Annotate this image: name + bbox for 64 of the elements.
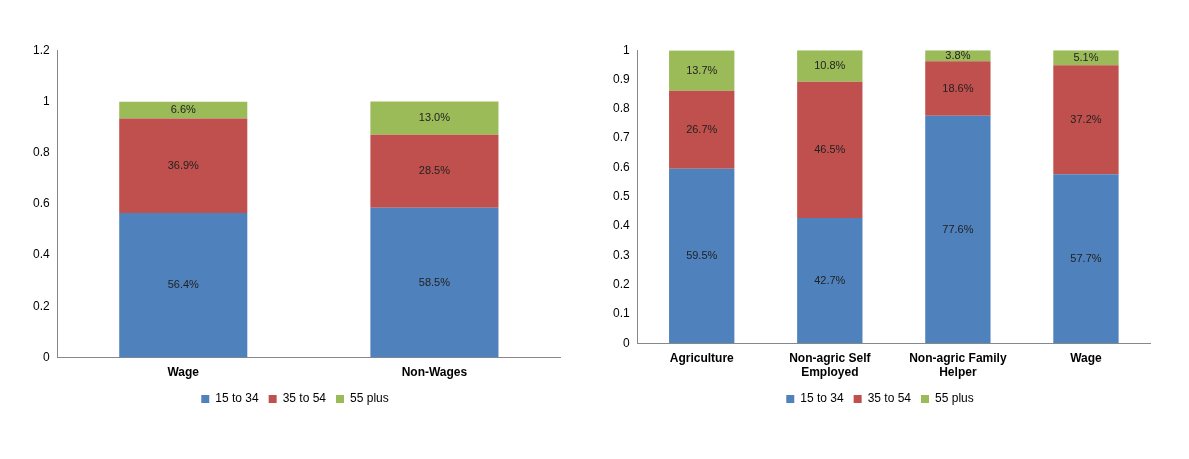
y-tick-label: 0.4 — [32, 247, 50, 262]
bar — [370, 207, 499, 358]
bar — [119, 213, 248, 358]
y-tick-label: 0.8 — [32, 144, 50, 159]
x-tick-label: Non-agric Family Helper — [909, 350, 1007, 380]
x-tick-label: Agriculture — [669, 350, 735, 365]
x-tick-label: Non-agric Self Employed — [789, 350, 872, 380]
bar — [797, 81, 863, 219]
legend-label: 55 plus — [350, 391, 389, 406]
y-tick-label: 0.2 — [612, 276, 630, 291]
legend-label: 35 to 54 — [867, 391, 912, 406]
data-label: 56.4% — [167, 278, 200, 291]
data-label: 58.5% — [418, 275, 451, 288]
data-label: 5.1% — [1073, 50, 1099, 63]
y-tick-label: 0.5 — [612, 189, 630, 204]
y-tick-label: 0.9 — [612, 71, 630, 86]
y-tick-label: 1 — [42, 93, 50, 108]
y-tick-label: 0.6 — [32, 196, 50, 211]
bar — [669, 90, 735, 169]
legend-label: 15 to 34 — [215, 391, 259, 406]
y-tick-label: 0.2 — [32, 298, 50, 313]
y-tick-label: 1.2 — [32, 42, 50, 57]
data-label: 36.9% — [167, 158, 200, 171]
bar — [797, 218, 863, 344]
legend-label: 55 plus — [935, 391, 974, 406]
y-tick-label: 0.6 — [612, 159, 630, 174]
data-label: 37.2% — [1070, 112, 1102, 125]
x-tick-label: Non-Wages — [401, 365, 468, 380]
y-tick-label: 0.3 — [612, 247, 630, 262]
data-label: 26.7% — [686, 122, 718, 135]
data-label: 10.8% — [814, 59, 846, 72]
data-label: 42.7% — [814, 273, 846, 286]
bar — [1053, 65, 1119, 175]
data-label: 57.7% — [1070, 251, 1102, 264]
data-label: 46.5% — [814, 143, 846, 155]
data-label: 6.6% — [170, 103, 197, 116]
bar — [119, 118, 248, 214]
bar — [669, 50, 735, 91]
bar — [797, 50, 863, 82]
bar — [370, 101, 499, 135]
bar — [925, 115, 991, 344]
bar — [119, 101, 248, 119]
data-label: 13.0% — [418, 111, 451, 124]
y-tick-label: 0.1 — [612, 306, 630, 321]
bar — [669, 168, 735, 344]
bar — [1053, 174, 1119, 344]
y-tick-label: 0.7 — [612, 130, 630, 145]
y-tick-label: 0.8 — [612, 101, 630, 116]
bar — [370, 134, 499, 208]
x-tick-label: Wage — [167, 365, 200, 380]
y-tick-label: 0.4 — [612, 218, 630, 233]
legend-label: 35 to 54 — [282, 391, 327, 406]
data-label: 28.5% — [418, 164, 451, 177]
data-label: 13.7% — [686, 63, 718, 76]
legend-label: 15 to 34 — [800, 391, 844, 406]
y-tick-label: 0 — [622, 335, 630, 350]
y-tick-label: 0 — [42, 349, 50, 364]
data-label: 77.6% — [942, 222, 974, 235]
data-label: 59.5% — [686, 249, 718, 262]
y-tick-label: 1 — [622, 42, 630, 57]
data-label: 3.8% — [945, 48, 971, 61]
x-tick-label: Wage — [1070, 350, 1103, 365]
data-label: 18.6% — [942, 81, 974, 94]
bar — [925, 61, 991, 116]
